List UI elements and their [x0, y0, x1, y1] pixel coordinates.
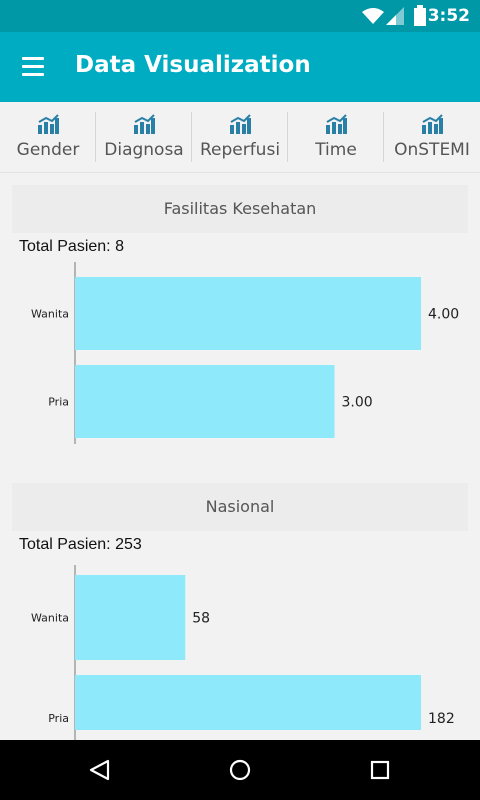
wifi-icon: [362, 8, 384, 24]
bar-chart-icon: [422, 114, 443, 134]
tab-label: Gender: [16, 140, 80, 160]
home-icon: [229, 759, 251, 781]
recents-button[interactable]: [340, 740, 420, 800]
bar-pria: [75, 365, 335, 438]
total-label: Total Pasien:: [19, 536, 111, 553]
category-label: Wanita: [31, 308, 69, 321]
bar-chart-fasilitas: Wanita 4.00 Pria 3.00: [31, 262, 459, 444]
tab-label: Diagnosa: [104, 140, 184, 160]
bar-pria: [75, 675, 421, 730]
total-value: 253: [115, 536, 142, 553]
value-label: 182: [428, 711, 455, 727]
home-button[interactable]: [200, 740, 280, 800]
panel-title-fasilitas: Fasilitas Kesehatan: [12, 185, 468, 233]
bar-chart-icon: [134, 114, 155, 134]
bar-chart-icon: [326, 114, 347, 134]
value-label: 4.00: [428, 307, 459, 323]
navigation-bar: [0, 740, 480, 800]
tab-onstemi[interactable]: OnSTEMI: [384, 102, 480, 172]
recents-icon: [370, 760, 390, 780]
bar-wanita: [75, 575, 186, 660]
hamburger-menu-icon[interactable]: [18, 52, 48, 82]
tab-gender[interactable]: Gender: [0, 102, 96, 172]
total-pasien-nasional: Total Pasien: 253: [19, 536, 142, 554]
total-label: Total Pasien:: [19, 238, 111, 255]
total-value: 8: [115, 238, 124, 255]
tab-label: Time: [315, 140, 357, 160]
status-bar: 3:52: [0, 0, 480, 32]
clock-time: 3:52: [427, 6, 470, 26]
total-pasien-fasilitas: Total Pasien: 8: [19, 238, 124, 256]
category-label: Pria: [48, 396, 69, 409]
tab-bar: Gender Diagnosa Reperfusi Time: [0, 102, 480, 173]
panel-title-nasional: Nasional: [12, 483, 468, 531]
value-label: 3.00: [342, 395, 373, 411]
back-button[interactable]: [60, 740, 140, 800]
tab-label: Reperfusi: [199, 140, 281, 160]
tab-diagnosa[interactable]: Diagnosa: [96, 102, 192, 172]
battery-icon: [414, 5, 426, 26]
tab-label: OnSTEMI: [394, 140, 470, 160]
tab-time[interactable]: Time: [288, 102, 384, 172]
bar-chart-nasional: Wanita 58 Pria 182: [31, 565, 455, 740]
bar-chart-icon: [38, 114, 59, 134]
page-title: Data Visualization: [75, 52, 311, 78]
bar-chart-icon: [230, 114, 251, 134]
signal-icon: [386, 7, 404, 25]
app-bar: Data Visualization: [0, 32, 480, 102]
bar-wanita: [75, 277, 421, 350]
back-icon: [89, 759, 110, 781]
tab-reperfusi[interactable]: Reperfusi: [192, 102, 288, 172]
value-label: 58: [192, 611, 210, 627]
category-label: Pria: [48, 712, 69, 725]
category-label: Wanita: [31, 612, 69, 625]
